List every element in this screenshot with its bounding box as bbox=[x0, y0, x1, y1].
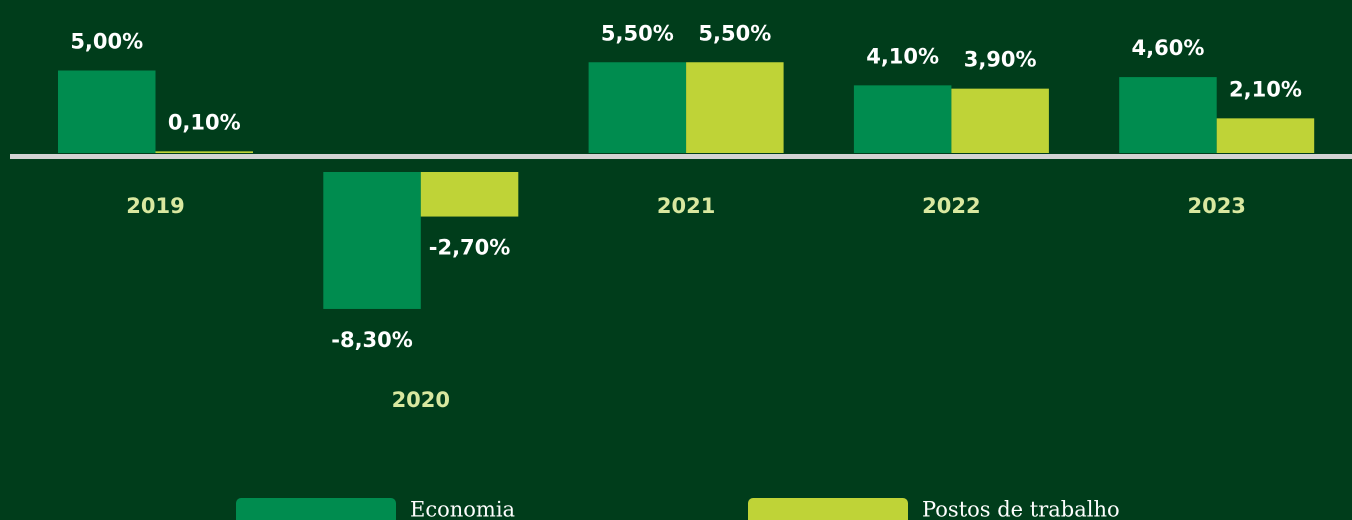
value-label: 4,10% bbox=[866, 44, 939, 68]
baseline bbox=[10, 154, 1352, 159]
value-label: 5,50% bbox=[698, 21, 771, 45]
bar bbox=[323, 172, 421, 309]
value-label: 3,90% bbox=[964, 48, 1037, 72]
legend-label: Economia bbox=[410, 498, 515, 520]
legend-swatch bbox=[748, 498, 908, 520]
value-label: 0,10% bbox=[168, 110, 241, 134]
category-label: 2023 bbox=[1187, 194, 1245, 218]
legend-label: Postos de trabalho bbox=[922, 498, 1120, 520]
category-label: 2020 bbox=[392, 388, 450, 412]
value-label: 2,10% bbox=[1229, 77, 1302, 101]
bar bbox=[951, 88, 1049, 153]
bar bbox=[1119, 77, 1217, 153]
bar bbox=[420, 172, 519, 217]
category-label: 2019 bbox=[126, 194, 184, 218]
value-label: 5,50% bbox=[601, 21, 674, 45]
value-label: -2,70% bbox=[429, 236, 511, 260]
bar bbox=[588, 62, 687, 153]
bar bbox=[155, 151, 253, 153]
category-label: 2022 bbox=[922, 194, 980, 218]
bar bbox=[686, 62, 784, 153]
value-label: -8,30% bbox=[331, 328, 413, 352]
value-label: 5,00% bbox=[70, 30, 143, 54]
bar bbox=[1216, 118, 1315, 153]
legend-swatch bbox=[236, 498, 396, 520]
value-label: 4,60% bbox=[1132, 36, 1205, 60]
category-label: 2021 bbox=[657, 194, 715, 218]
bar bbox=[58, 70, 156, 153]
bar bbox=[853, 85, 952, 153]
